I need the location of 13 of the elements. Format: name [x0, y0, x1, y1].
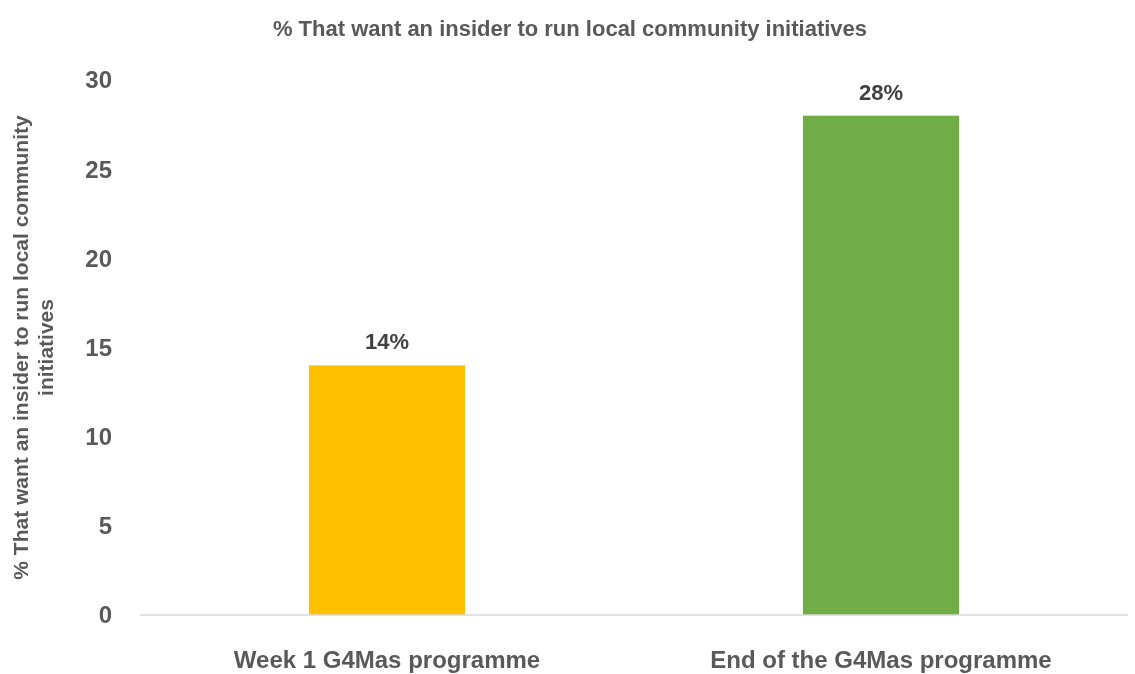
- y-tick-label: 0: [98, 601, 112, 629]
- y-tick-label: 10: [85, 423, 112, 451]
- y-axis-title: % That want an insider to run local community initiatives: [9, 114, 57, 580]
- data-label: 14%: [364, 329, 410, 355]
- y-tick-label: 20: [85, 244, 112, 272]
- data-label: 28%: [858, 79, 904, 105]
- y-tick-label: 5: [98, 512, 112, 540]
- chart-title: % That want an insider to run local community initiatives: [272, 16, 868, 41]
- y-tick-label: 15: [85, 333, 112, 361]
- y-tick-label: 25: [85, 155, 112, 183]
- x-tick-label: End of the G4Mas programme: [710, 646, 1052, 673]
- y-tick-label: 30: [85, 66, 112, 94]
- x-tick-label: Week 1 G4Mas programme: [233, 646, 541, 673]
